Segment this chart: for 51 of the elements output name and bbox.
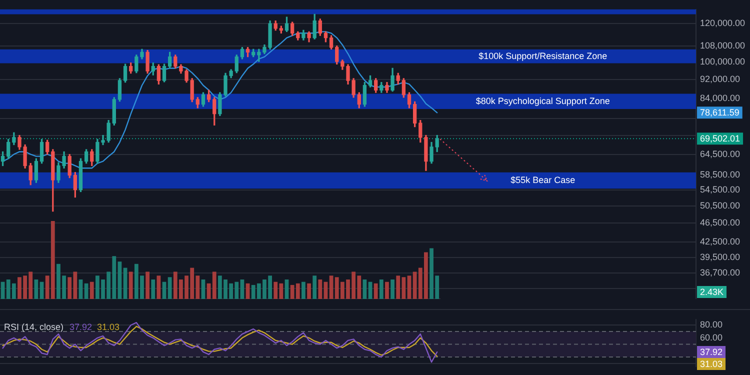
y-tick-label: 64,500.00 — [700, 148, 740, 159]
bar — [329, 275, 334, 299]
bar — [318, 279, 322, 299]
text: 2.43K — [700, 286, 724, 297]
y-tick-label: 50,500.00 — [700, 200, 740, 210]
bar — [284, 279, 289, 299]
bar — [78, 279, 83, 299]
bar — [240, 279, 244, 299]
ref-line-label: 69,502.01 — [700, 134, 740, 144]
bar — [156, 275, 161, 299]
y-tick-label: 84,000.00 — [700, 93, 740, 104]
bar — [201, 279, 206, 299]
bar — [362, 279, 367, 299]
bar — [128, 271, 133, 299]
bar — [379, 279, 384, 299]
y-tick-label: 120,000.00 — [700, 18, 746, 28]
y-tick-label: 60.00 — [700, 332, 723, 342]
y-tick-label: 39,500.00 — [700, 252, 740, 262]
y-tick-label: 36,700.00 — [700, 268, 740, 278]
bar — [118, 261, 122, 299]
band-label: $100k Support/Resistance Zone — [478, 50, 608, 61]
bar — [302, 281, 306, 299]
bar — [84, 282, 88, 299]
text: 31.03 — [700, 358, 723, 369]
y-tick-label: 108,000.00 — [700, 40, 746, 50]
y-tick-label: 58,500.00 — [700, 169, 740, 180]
chart-title: RSI (14, close) — [4, 322, 64, 332]
text: 37.92 — [700, 346, 723, 357]
y-tick-label: 92,000.00 — [700, 74, 740, 84]
bar — [407, 275, 412, 299]
bar — [34, 279, 38, 299]
y-tick-label: 42,500.00 — [700, 236, 740, 247]
bar — [151, 279, 156, 299]
bar — [312, 275, 317, 299]
y-tick-label: 80.00 — [700, 320, 723, 330]
y-tick-label: 46,500.00 — [700, 218, 740, 228]
bar — [385, 281, 389, 299]
bar — [90, 281, 94, 299]
text: 78,611.59 — [700, 108, 740, 118]
bar — [168, 276, 172, 299]
annotation: 37.92 — [70, 322, 92, 332]
bar — [307, 282, 311, 299]
y-tick-label: 54,500.00 — [700, 184, 740, 194]
bar — [390, 279, 394, 299]
bar — [374, 282, 378, 299]
bar — [146, 271, 150, 299]
y-tick-label: 100,000.00 — [700, 56, 746, 67]
bar — [212, 271, 216, 299]
band-label: $80k Psychological Support Zone — [476, 96, 610, 106]
annotation: 31.03 — [97, 322, 120, 332]
band-label: $55k Bear Case — [510, 174, 576, 185]
